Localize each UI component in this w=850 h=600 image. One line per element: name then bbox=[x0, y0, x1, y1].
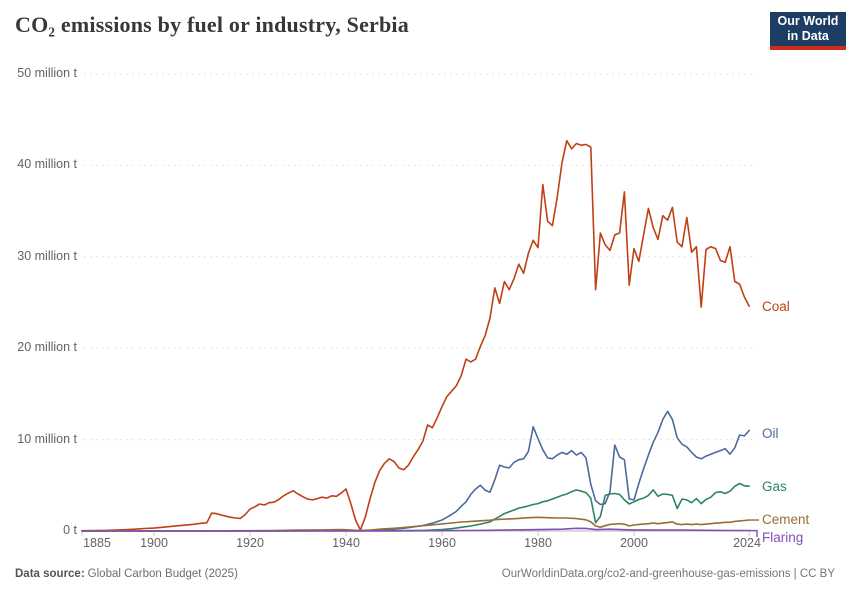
data-source-value: Global Carbon Budget (2025) bbox=[87, 568, 238, 580]
x-axis-label-2024: 2024 bbox=[733, 536, 761, 550]
oil-line[interactable] bbox=[81, 410, 751, 532]
coal-line[interactable] bbox=[81, 139, 751, 532]
owid-logo[interactable]: Our World in Data bbox=[770, 12, 846, 50]
series-label-oil[interactable]: Oil bbox=[762, 426, 779, 441]
y-axis-label-0: 0 t bbox=[63, 523, 77, 537]
page-title: CO₂ emissions by fuel or industry, Serbi… bbox=[15, 12, 409, 37]
series-label-coal[interactable]: Coal bbox=[762, 299, 790, 314]
x-axis-label-2000: 2000 bbox=[620, 536, 648, 550]
x-axis-label-1885: 1885 bbox=[83, 536, 111, 550]
x-axis-label-1940: 1940 bbox=[332, 536, 360, 550]
series-label-gas[interactable]: Gas bbox=[762, 479, 787, 494]
cement-line[interactable] bbox=[81, 516, 751, 532]
y-axis-label-40m: 40 million t bbox=[17, 157, 77, 171]
chart-footer: Data source: Global Carbon Budget (2025) … bbox=[15, 568, 835, 584]
flaring-line[interactable] bbox=[81, 527, 751, 532]
y-axis-label-50m: 50 million t bbox=[17, 66, 77, 80]
owid-logo-line1: Our World bbox=[777, 14, 839, 28]
series-label-cement[interactable]: Cement bbox=[762, 512, 810, 527]
x-axis-label-1960: 1960 bbox=[428, 536, 456, 550]
series-label-flaring[interactable]: Flaring bbox=[762, 530, 804, 545]
x-axis-label-1920: 1920 bbox=[236, 536, 264, 550]
y-axis-label-20m: 20 million t bbox=[17, 340, 77, 354]
data-source-label: Data source: bbox=[15, 568, 85, 580]
data-source: Data source: Global Carbon Budget (2025) bbox=[15, 568, 238, 580]
y-axis-label-30m: 30 million t bbox=[17, 249, 77, 263]
owid-logo-line2: in Data bbox=[787, 29, 829, 43]
x-axis-label-1980: 1980 bbox=[524, 536, 552, 550]
credit-link[interactable]: OurWorldinData.org/co2-and-greenhouse-ga… bbox=[501, 568, 835, 580]
y-axis-label-10m: 10 million t bbox=[17, 432, 77, 446]
flaring-label-leader bbox=[749, 529, 758, 537]
x-axis-label-1900: 1900 bbox=[140, 536, 168, 550]
